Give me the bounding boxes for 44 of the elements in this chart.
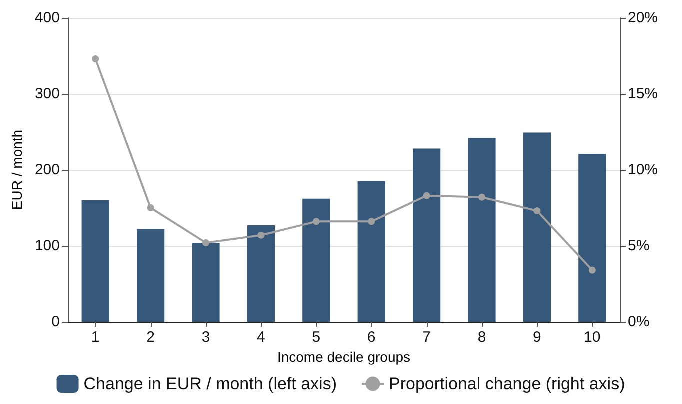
y2-tick-label: 15%: [628, 86, 658, 102]
x-tick-label: 6: [367, 329, 376, 346]
x-tick-label: 7: [422, 329, 431, 346]
point: [588, 266, 596, 274]
y2-tick-label: 20%: [628, 10, 658, 26]
y-axis-title: EUR / month: [9, 130, 26, 210]
y-tick-label: 300: [34, 86, 60, 102]
point: [312, 218, 320, 226]
point: [478, 194, 486, 201]
y2-tick-label: 0%: [628, 314, 650, 330]
point: [147, 204, 154, 212]
point: [258, 232, 265, 239]
point: [368, 218, 376, 226]
y-tick-label: 400: [34, 10, 60, 26]
legend-label: Proportional change (right axis): [388, 374, 626, 394]
y2-tick-label: 10%: [628, 162, 658, 178]
bar: [358, 181, 386, 322]
y-tick-label: 0: [52, 314, 60, 330]
x-tick-label: 1: [91, 329, 100, 346]
bar: [468, 138, 496, 322]
bar: [413, 148, 441, 322]
bar: [578, 154, 606, 322]
x-tick-label: 2: [146, 329, 155, 346]
y-tick-label: 200: [34, 162, 60, 178]
bar: [523, 132, 551, 322]
bar: [302, 198, 330, 322]
point: [423, 192, 430, 200]
bar: [192, 242, 220, 322]
x-tick-label: 8: [478, 329, 486, 346]
bar: [247, 225, 275, 322]
x-tick-label: 5: [312, 329, 321, 346]
x-tick-label: 4: [257, 329, 266, 346]
x-tick-label: 10: [584, 329, 601, 346]
legend-label: Change in EUR / month (left axis): [84, 374, 337, 394]
x-tick-label: 9: [533, 329, 542, 346]
x-axis-title: Income decile groups: [277, 348, 411, 365]
point: [92, 56, 100, 63]
x-tick-label: 3: [202, 329, 210, 346]
bar: [137, 229, 165, 322]
point: [534, 208, 541, 215]
y-tick-label: 100: [34, 238, 60, 254]
point: [202, 239, 210, 246]
y2-tick-label: 5%: [628, 238, 650, 254]
bar: [82, 200, 110, 322]
